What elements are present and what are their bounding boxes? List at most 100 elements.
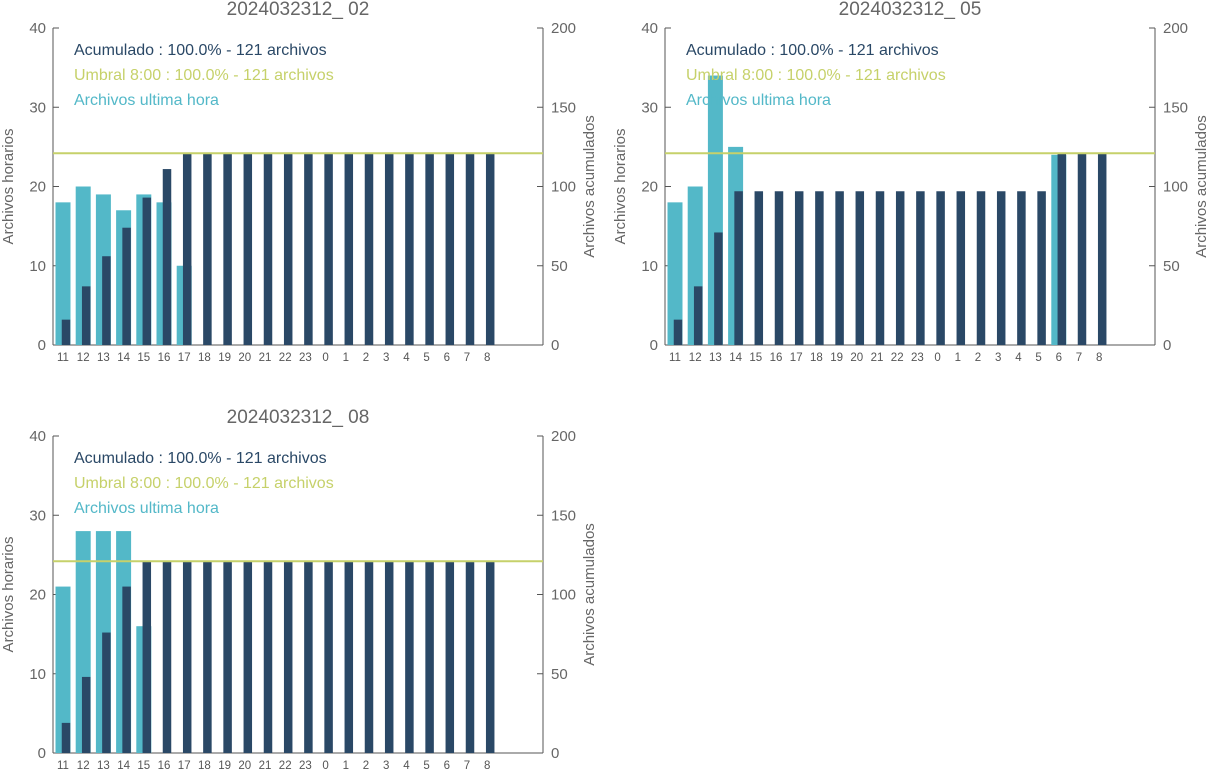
y-tick-label-left: 20 [29, 587, 46, 604]
bar-cumulative-21 [875, 191, 885, 345]
bar-cumulative-14 [122, 227, 131, 345]
x-tick-label: 18 [198, 352, 211, 364]
x-tick-label: 16 [158, 760, 171, 771]
chart-title: 2024032312_ 08 [227, 407, 370, 428]
x-tick-label: 22 [279, 760, 292, 771]
x-tick-label: 6 [444, 352, 450, 364]
y-tick-label-right: 150 [551, 99, 576, 116]
legend-threshold: Umbral 8:00 : 100.0% - 121 archivos [686, 67, 946, 84]
y-tick-label-left: 30 [29, 507, 46, 524]
y-tick-label-right: 150 [551, 507, 576, 524]
chart-panel-1: 2024032312_ 02010203040050100150200Archi… [0, 0, 598, 364]
bar-cumulative-12 [693, 286, 703, 345]
bar-hourly-11 [55, 586, 71, 753]
bar-cumulative-6 [1057, 153, 1067, 345]
bar-cumulative-6 [445, 561, 455, 753]
bar-cumulative-4 [1017, 191, 1026, 345]
chart-title: 2024032312_ 02 [227, 0, 370, 20]
x-tick-label: 14 [117, 760, 130, 771]
y-tick-label-right: 150 [1163, 99, 1188, 116]
legend-threshold: Umbral 8:00 : 100.0% - 121 archivos [74, 67, 334, 84]
bar-cumulative-5 [425, 561, 434, 753]
bar-cumulative-6 [445, 153, 455, 345]
x-tick-label: 5 [1035, 352, 1041, 364]
legend-hourly: Archivos ultima hora [74, 92, 219, 109]
x-tick-label: 0 [322, 352, 328, 364]
bar-hourly-11 [55, 202, 71, 345]
bar-cumulative-20 [855, 191, 865, 345]
y-tick-label-left: 20 [641, 179, 658, 196]
x-tick-label: 1 [343, 352, 349, 364]
y-tick-label-right: 100 [551, 179, 576, 196]
bar-cumulative-13 [102, 632, 111, 753]
bar-cumulative-11 [61, 319, 71, 345]
x-tick-label: 8 [484, 352, 490, 364]
x-tick-label: 1 [343, 760, 349, 771]
chart-panel-2: 2024032312_ 05010203040050100150200Archi… [612, 0, 1206, 364]
bar-cumulative-22 [895, 191, 905, 345]
x-tick-label: 16 [770, 352, 783, 364]
bar-cumulative-0 [936, 191, 945, 345]
y-tick-label-left: 0 [650, 337, 658, 354]
bar-cumulative-23 [916, 191, 925, 345]
y-tick-label-right: 100 [1163, 179, 1188, 196]
bar-cumulative-3 [384, 561, 394, 753]
y-axis-label-right: Archivos acumulados [581, 115, 598, 258]
y-tick-label-left: 10 [641, 258, 658, 275]
y-tick-label-right: 200 [551, 20, 576, 37]
x-tick-label: 11 [669, 352, 681, 364]
bar-cumulative-22 [283, 561, 293, 753]
legend-threshold: Umbral 8:00 : 100.0% - 121 archivos [74, 475, 334, 492]
legend-hourly: Archivos ultima hora [686, 92, 831, 109]
x-tick-label: 21 [259, 352, 272, 364]
bar-cumulative-21 [263, 153, 273, 345]
x-tick-label: 19 [218, 352, 231, 364]
x-tick-label: 11 [57, 352, 69, 364]
x-tick-label: 8 [1096, 352, 1102, 364]
x-tick-label: 7 [464, 352, 470, 364]
x-tick-label: 12 [77, 352, 90, 364]
x-tick-label: 15 [137, 352, 150, 364]
bar-cumulative-3 [996, 191, 1006, 345]
bar-cumulative-12 [81, 676, 91, 753]
bar-cumulative-7 [465, 153, 475, 345]
chart-title: 2024032312_ 05 [839, 0, 982, 20]
bar-cumulative-16 [162, 561, 172, 753]
y-tick-label-right: 200 [551, 428, 576, 445]
y-tick-label-left: 20 [29, 179, 46, 196]
x-tick-label: 1 [955, 352, 961, 364]
y-axis-label-left: Archivos horarios [0, 537, 17, 653]
x-tick-label: 23 [299, 760, 312, 771]
y-tick-label-left: 40 [29, 20, 46, 37]
x-tick-label: 15 [137, 760, 150, 771]
x-tick-label: 17 [790, 352, 803, 364]
x-tick-label: 17 [178, 352, 191, 364]
y-axis-label-left: Archivos horarios [612, 129, 629, 245]
bar-cumulative-22 [283, 153, 293, 345]
x-tick-label: 13 [709, 352, 722, 364]
x-tick-label: 19 [830, 352, 843, 364]
legend-cumulative: Acumulado : 100.0% - 121 archivos [686, 42, 939, 59]
bar-cumulative-8 [1097, 153, 1107, 345]
bar-cumulative-23 [304, 153, 313, 345]
x-tick-label: 8 [484, 760, 490, 771]
y-tick-label-right: 50 [551, 258, 568, 275]
bar-cumulative-7 [1077, 153, 1087, 345]
y-tick-label-left: 30 [29, 99, 46, 116]
y-tick-label-right: 0 [551, 337, 559, 354]
x-tick-label: 20 [238, 760, 251, 771]
bar-cumulative-4 [405, 153, 414, 345]
x-tick-label: 2 [975, 352, 981, 364]
x-tick-label: 13 [97, 352, 110, 364]
bar-cumulative-2 [364, 153, 374, 345]
legend-cumulative: Acumulado : 100.0% - 121 archivos [74, 42, 327, 59]
x-tick-label: 23 [299, 352, 312, 364]
x-tick-label: 3 [383, 760, 389, 771]
bar-cumulative-20 [243, 153, 253, 345]
x-tick-label: 3 [383, 352, 389, 364]
x-tick-label: 17 [178, 760, 191, 771]
x-tick-label: 7 [464, 760, 470, 771]
y-tick-label-left: 40 [29, 428, 46, 445]
x-tick-label: 2 [363, 352, 369, 364]
